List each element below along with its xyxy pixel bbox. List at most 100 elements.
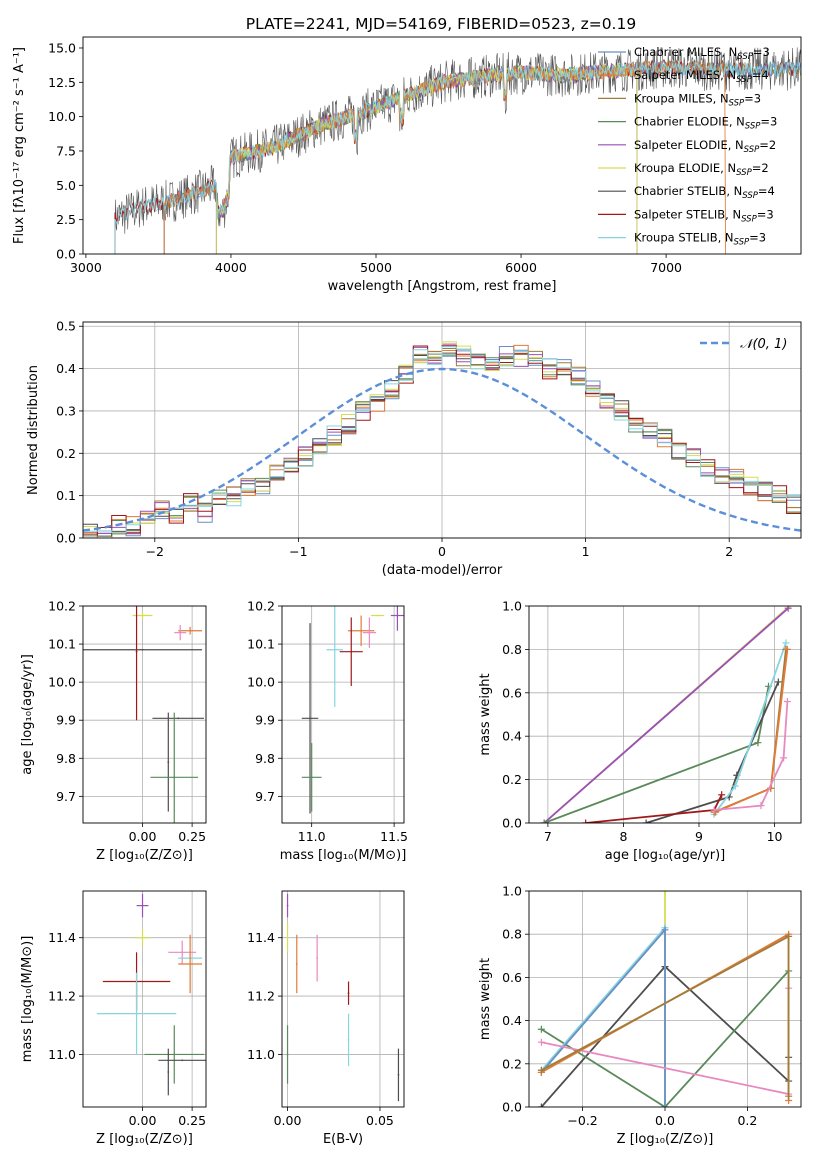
plus-marker [537, 1038, 545, 1046]
y-tick-label: 9.9 [56, 713, 76, 728]
x-tick-label: 4000 [215, 260, 247, 275]
data-point [189, 629, 192, 632]
axes-frame [281, 605, 405, 824]
y-tick-label: 10.0 [48, 675, 76, 690]
series-line-5 [713, 642, 787, 815]
plus-marker [780, 754, 788, 762]
x-tick-label: 10 [767, 829, 783, 844]
axes-frame [528, 605, 802, 824]
y-tick-label: 0.4 [502, 729, 522, 744]
y-tick-label: 0.4 [502, 1013, 522, 1028]
data-point [286, 904, 289, 907]
series-line-2 [540, 970, 790, 1107]
data-point [309, 717, 311, 720]
data-point [396, 614, 399, 617]
data-point [181, 951, 184, 954]
y-axis-label: age [log₁₀(age/yr)] [20, 654, 35, 775]
x-tick-label: 0.2 [737, 1113, 757, 1128]
x-tick-label: 11.5 [380, 829, 408, 844]
plot-area [282, 606, 404, 823]
x-tick-label: −2 [146, 544, 164, 559]
x-axis-label: mass [log₁₀(M/M⊙)] [280, 848, 407, 863]
x-tick-label: 5000 [360, 260, 392, 275]
plot-area [83, 606, 206, 823]
data-point [347, 1038, 350, 1041]
axes-mass_vs_ebv: 0.00 0.05 11.0 11.2 11.4 E(B-V) [247, 890, 405, 1147]
y-tick-label: 11.0 [48, 1047, 76, 1062]
x-tick-label: 0.00 [129, 1113, 157, 1128]
y-tick-label: 0.2 [56, 446, 76, 461]
y-axis-label: Normed distribution [26, 365, 41, 495]
data-point [189, 963, 192, 965]
x-axis-label: wavelength [Angstrom, rest frame] [328, 279, 557, 294]
y-tick-label: 0.0 [502, 1100, 522, 1115]
y-tick-label: 0.5 [56, 319, 76, 334]
data-point [173, 776, 176, 779]
data-point [167, 1071, 170, 1073]
y-tick-label: 1.0 [502, 884, 522, 899]
y-tick-label: 11.0 [247, 1047, 275, 1062]
y-tick-label: 5.0 [56, 178, 76, 193]
plus-marker [785, 1092, 793, 1100]
figure-title: PLATE=2241, MJD=54169, FIBERID=0523, z=0… [246, 15, 636, 33]
data-point [135, 1012, 138, 1015]
x-tick-label: 0.00 [129, 829, 157, 844]
x-tick-label: −0.2 [567, 1113, 597, 1128]
spectrum-line-1 [114, 59, 801, 254]
plot-area [282, 891, 404, 1107]
data-point [167, 761, 170, 763]
y-tick-label: 7.5 [56, 143, 76, 158]
x-axis-label: Z [log₁₀(Z/Z⊙)] [96, 1132, 193, 1147]
legend-entry: Kroupa MILES, NSSP=3 [634, 91, 761, 108]
axes-frame [82, 605, 207, 824]
plus-marker [783, 697, 791, 705]
y-axis-label: Flux [fλ10⁻¹⁷ erg cm⁻² s⁻¹ A⁻¹] [12, 47, 27, 244]
data-point [179, 631, 182, 634]
data-point [181, 1059, 184, 1062]
legend-entry: 𝒩(0, 1) [740, 337, 787, 352]
plus-marker [731, 782, 739, 790]
plot-area [83, 891, 206, 1107]
legend-entry: Salpeter MILES, NSSP=4 [634, 68, 769, 85]
y-tick-label: 0.3 [56, 403, 76, 418]
axes-mass_vs_Z: 0.00 0.25 11.0 11.2 11.4 Z [log₁₀(Z/Z⊙)] mass … [20, 890, 207, 1147]
data-point [177, 717, 180, 720]
legend: Chabrier MILES, NSSP=3 Salpeter MILES, NS… [598, 45, 777, 248]
y-axis-label: mass [log₁₀(M/M⊙)] [20, 936, 35, 1063]
axes-frame [82, 321, 802, 539]
x-tick-label: 7000 [650, 260, 682, 275]
axes-frame [528, 890, 802, 1108]
x-tick-label: 7 [544, 829, 552, 844]
x-tick-label: 0 [438, 544, 446, 559]
histogram-step-8 [83, 346, 801, 538]
x-tick-label: 8 [619, 829, 627, 844]
y-tick-label: 12.5 [48, 75, 76, 90]
axes-age_vs_Z: 0.00 0.25 9.7 9.8 9.9 10.0 10.1 10.2 Z [log₁₀(Z/… [20, 599, 207, 863]
data-point [295, 963, 298, 965]
y-tick-label: 9.9 [255, 713, 275, 728]
histogram-step-6 [83, 351, 801, 538]
data-point [141, 936, 144, 939]
x-tick-label: 1 [582, 544, 590, 559]
data-point [141, 904, 144, 907]
histogram-step-7 [83, 345, 801, 538]
x-tick-label: 0.25 [178, 1113, 206, 1128]
x-tick-label: 9 [695, 829, 703, 844]
legend-entry: Chabrier ELODIE, NSSP=3 [634, 115, 777, 132]
data-point [173, 1053, 176, 1056]
x-axis-label: E(B-V) [323, 1132, 363, 1147]
plus-marker [661, 1103, 669, 1107]
x-tick-label: 0.00 [274, 1113, 302, 1128]
y-tick-label: 0.0 [56, 247, 76, 262]
plus-marker [757, 802, 765, 810]
y-tick-label: 0.2 [502, 1056, 522, 1071]
y-tick-label: 10.1 [247, 637, 275, 652]
series-line-3 [645, 681, 780, 823]
axes-histogram: −2 −1 0 1 2 0.0 0.1 0.2 0.3 0.4 0.5 (data-model)/er… [26, 319, 802, 578]
x-tick-label: 3000 [70, 260, 102, 275]
data-point [350, 650, 353, 653]
y-tick-label: 10.0 [48, 109, 76, 124]
plus-marker [537, 1103, 545, 1107]
y-tick-label: 0.4 [56, 361, 76, 376]
